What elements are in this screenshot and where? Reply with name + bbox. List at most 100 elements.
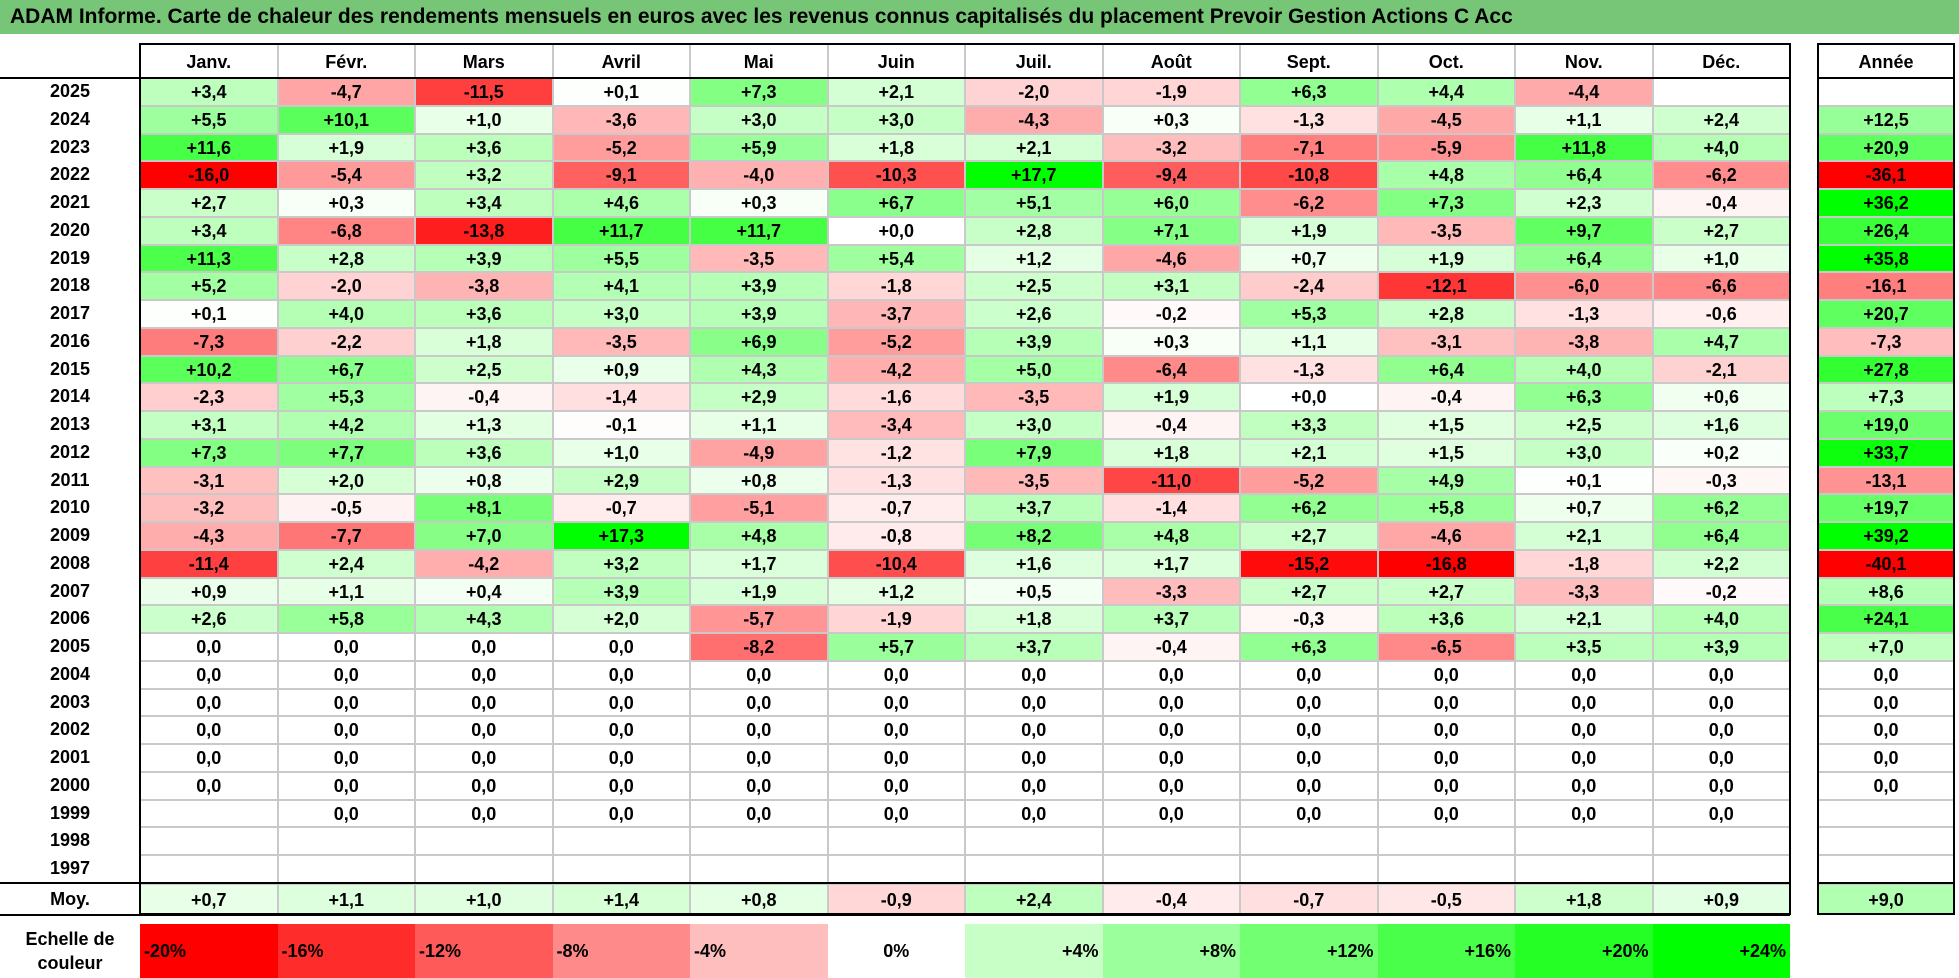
heatmap-cell: +2,1	[827, 78, 965, 106]
heatmap-cell	[277, 855, 415, 883]
heatmap-cell: +0,1	[552, 78, 690, 106]
heatmap-cell: -0,7	[552, 494, 690, 522]
heatmap-cell: +4,0	[1515, 355, 1653, 384]
month-header: Oct.	[1377, 44, 1515, 78]
heatmap-cell: 0,0	[277, 799, 415, 828]
heatmap-cell: +1,7	[1102, 549, 1240, 578]
heatmap-cell: +2,7	[1377, 577, 1515, 606]
heatmap-cell	[277, 827, 415, 855]
heatmap-cell: +7,0	[415, 522, 553, 550]
heatmap-cell: 0,0	[690, 744, 828, 772]
heatmap-cell: -3,5	[965, 383, 1103, 411]
heatmap-cell: +1,9	[277, 133, 415, 162]
heatmap-cell: +11,6	[140, 133, 278, 162]
heatmap-cell: +4,4	[1377, 78, 1515, 106]
heatmap-cell: 0,0	[1102, 744, 1240, 772]
heatmap-cell	[965, 855, 1103, 883]
annual-cell	[1818, 799, 1954, 828]
color-scale-swatch: -4%	[690, 924, 828, 978]
heatmap-cell: -7,7	[277, 522, 415, 550]
heatmap-cell: 0,0	[277, 716, 415, 744]
heatmap-cell: +2,4	[1652, 105, 1790, 134]
heatmap-cell: 0,0	[690, 688, 828, 717]
heatmap-cell: 0,0	[140, 688, 278, 717]
heatmap-cell: +2,9	[690, 383, 828, 411]
year-label: 2002	[49, 719, 91, 740]
heatmap-cell: +0,2	[1652, 438, 1790, 467]
heatmap-cell: 0,0	[690, 716, 828, 744]
heatmap-cell: +3,4	[415, 189, 553, 217]
heatmap-cell: 0,0	[1377, 771, 1515, 800]
heatmap-cell: +1,0	[1652, 244, 1790, 273]
heatmap-cell: +0,5	[965, 577, 1103, 606]
heatmap-cell: -0,6	[1652, 300, 1790, 328]
header-separator	[0, 77, 1790, 79]
year-label: 2008	[49, 552, 91, 573]
year-label: 2021	[49, 192, 91, 212]
heatmap-cell: +4,9	[1377, 466, 1515, 495]
heatmap-cell: -9,1	[552, 161, 690, 189]
heatmap-cell: +0,3	[1102, 105, 1240, 134]
heatmap-cell: -3,4	[827, 411, 965, 439]
year-label: 2010	[49, 497, 91, 518]
heatmap-cell: +0,1	[1515, 466, 1653, 495]
heatmap-cell: -4,2	[415, 549, 553, 578]
year-label: 1997	[49, 858, 91, 878]
heatmap-cell: +17,3	[552, 522, 690, 550]
annual-cell: -36,1	[1818, 161, 1954, 189]
heatmap-cell: +6,3	[1240, 78, 1378, 106]
heatmap-cell: -16,0	[140, 161, 278, 189]
heatmap-cell: +1,2	[965, 244, 1103, 273]
heatmap-cell: -0,7	[827, 494, 965, 522]
annual-cell	[1818, 855, 1954, 883]
heatmap-cell: +3,4	[140, 78, 278, 106]
heatmap-cell: 0,0	[1515, 744, 1653, 772]
year-label: 1998	[49, 830, 91, 851]
heatmap-cell: -15,2	[1240, 549, 1378, 578]
month-header: Août	[1102, 44, 1240, 78]
page-title: ADAM Informe. Carte de chaleur des rende…	[0, 0, 1959, 34]
color-scale-swatch: -16%	[277, 924, 415, 978]
year-label: 2016	[49, 330, 91, 351]
month-header: Juin	[827, 44, 965, 78]
heatmap-cell: -3,1	[140, 466, 278, 495]
heatmap-cell: 0,0	[1377, 744, 1515, 772]
color-scale-swatch: +24%	[1652, 924, 1790, 978]
heatmap-cell: -0,2	[1102, 300, 1240, 328]
annual-cell	[1818, 78, 1954, 106]
year-label: 2000	[49, 774, 91, 795]
month-header: Nov.	[1515, 44, 1653, 78]
heatmap-cell: 0,0	[1102, 771, 1240, 800]
heatmap-cell: +1,2	[827, 577, 965, 606]
heatmap-cell: 0,0	[277, 688, 415, 717]
year-label: 2012	[49, 441, 91, 462]
heatmap-cell: +3,9	[415, 244, 553, 273]
heatmap-cell	[965, 827, 1103, 855]
annual-cell: -13,1	[1818, 466, 1954, 495]
heatmap-cell: +7,3	[1377, 189, 1515, 217]
heatmap-cell: +6,7	[277, 355, 415, 384]
year-label: 2006	[49, 608, 91, 629]
year-label: 2007	[49, 580, 91, 601]
heatmap-cell: +0,3	[277, 189, 415, 217]
heatmap-cell: +6,4	[1515, 161, 1653, 189]
annual-cell: +36,2	[1818, 189, 1954, 217]
heatmap-cell: -3,8	[415, 272, 553, 300]
heatmap-cell: +1,5	[1377, 438, 1515, 467]
heatmap-cell: 0,0	[1240, 688, 1378, 717]
annual-cell: 0,0	[1818, 688, 1954, 717]
heatmap-cell: -8,2	[690, 633, 828, 661]
year-label: 2025	[49, 81, 91, 101]
average-cell: -0,4	[1102, 884, 1240, 914]
heatmap-cell: +0,8	[415, 466, 553, 495]
heatmap-cell: 0,0	[277, 633, 415, 661]
heatmap-cell: +5,8	[1377, 494, 1515, 522]
heatmap-cell	[140, 855, 278, 883]
heatmap-cell: 0,0	[552, 744, 690, 772]
heatmap-cell: +3,4	[140, 216, 278, 245]
heatmap-cell: 0,0	[1240, 799, 1378, 828]
heatmap-cell: 0,0	[140, 660, 278, 689]
year-label: 2001	[49, 747, 91, 767]
heatmap-cell: +2,7	[1652, 216, 1790, 245]
heatmap-cell: -2,2	[277, 327, 415, 356]
